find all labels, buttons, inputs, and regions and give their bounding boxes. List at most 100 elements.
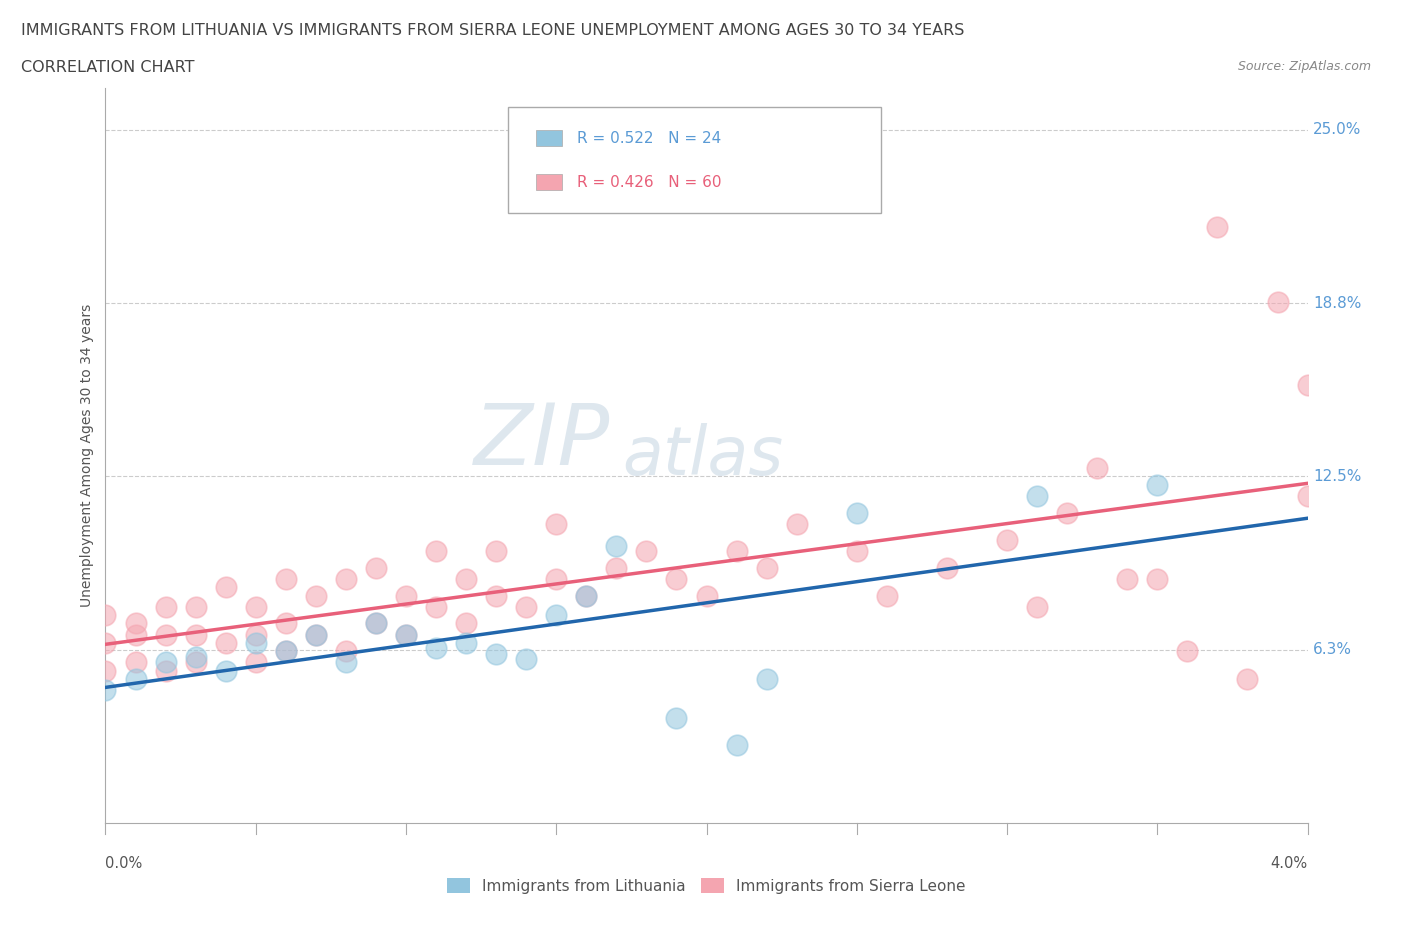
Point — [1175, 644, 1198, 658]
Point — [696, 589, 718, 604]
Point — [364, 616, 387, 631]
Point — [636, 544, 658, 559]
Point — [335, 572, 357, 587]
Text: 18.8%: 18.8% — [1313, 296, 1361, 311]
Point — [184, 599, 207, 614]
Point — [485, 544, 508, 559]
FancyBboxPatch shape — [508, 107, 880, 213]
Point — [575, 589, 598, 604]
Text: R = 0.426   N = 60: R = 0.426 N = 60 — [576, 175, 721, 190]
Y-axis label: Unemployment Among Ages 30 to 34 years: Unemployment Among Ages 30 to 34 years — [80, 304, 94, 607]
Point — [155, 627, 177, 642]
Point — [786, 516, 808, 531]
Point — [94, 635, 117, 650]
Point — [184, 655, 207, 670]
Point — [454, 635, 477, 650]
Point — [364, 561, 387, 576]
Point — [214, 580, 236, 595]
Point — [274, 644, 297, 658]
Point — [305, 627, 328, 642]
Bar — [536, 130, 562, 146]
Legend: Immigrants from Lithuania, Immigrants from Sierra Leone: Immigrants from Lithuania, Immigrants fr… — [441, 871, 972, 900]
Point — [755, 561, 778, 576]
Point — [936, 561, 959, 576]
Text: 6.3%: 6.3% — [1313, 643, 1353, 658]
Point — [1146, 477, 1168, 492]
Point — [665, 711, 688, 725]
Text: IMMIGRANTS FROM LITHUANIA VS IMMIGRANTS FROM SIERRA LEONE UNEMPLOYMENT AMONG AGE: IMMIGRANTS FROM LITHUANIA VS IMMIGRANTS … — [21, 23, 965, 38]
Point — [876, 589, 898, 604]
Point — [124, 655, 146, 670]
Point — [395, 627, 418, 642]
Point — [364, 616, 387, 631]
Point — [1056, 505, 1078, 520]
Point — [515, 599, 537, 614]
Point — [274, 616, 297, 631]
Point — [605, 538, 627, 553]
Point — [1026, 488, 1049, 503]
Point — [1236, 671, 1258, 686]
Point — [725, 738, 748, 753]
Point — [1146, 572, 1168, 587]
Point — [1116, 572, 1139, 587]
Point — [1296, 378, 1319, 392]
Point — [546, 572, 568, 587]
Point — [605, 561, 627, 576]
Point — [425, 544, 447, 559]
Point — [1085, 460, 1108, 475]
Point — [124, 627, 146, 642]
Point — [425, 641, 447, 656]
Point — [155, 655, 177, 670]
Point — [485, 646, 508, 661]
Text: 25.0%: 25.0% — [1313, 123, 1361, 138]
Point — [94, 607, 117, 622]
Text: ZIP: ZIP — [474, 400, 610, 483]
Point — [1267, 295, 1289, 310]
Text: 4.0%: 4.0% — [1271, 856, 1308, 870]
Point — [124, 671, 146, 686]
Point — [485, 589, 508, 604]
Point — [245, 655, 267, 670]
Point — [575, 589, 598, 604]
Point — [184, 627, 207, 642]
Point — [94, 663, 117, 678]
Text: 0.0%: 0.0% — [105, 856, 142, 870]
Point — [425, 599, 447, 614]
Point — [335, 644, 357, 658]
Text: R = 0.522   N = 24: R = 0.522 N = 24 — [576, 131, 721, 146]
Point — [1206, 219, 1229, 234]
Text: Source: ZipAtlas.com: Source: ZipAtlas.com — [1237, 60, 1371, 73]
Point — [305, 627, 328, 642]
Point — [995, 533, 1018, 548]
Point — [274, 572, 297, 587]
Point — [725, 544, 748, 559]
Point — [155, 599, 177, 614]
Point — [305, 589, 328, 604]
Point — [274, 644, 297, 658]
Point — [94, 683, 117, 698]
Point — [245, 627, 267, 642]
Point — [335, 655, 357, 670]
Point — [454, 616, 477, 631]
Point — [454, 572, 477, 587]
Point — [124, 616, 146, 631]
Point — [214, 663, 236, 678]
Point — [755, 671, 778, 686]
Text: 12.5%: 12.5% — [1313, 469, 1361, 484]
Point — [214, 635, 236, 650]
Point — [395, 589, 418, 604]
Point — [845, 505, 868, 520]
Point — [245, 635, 267, 650]
Text: atlas: atlas — [623, 423, 783, 488]
Point — [395, 627, 418, 642]
Point — [1026, 599, 1049, 614]
Point — [1296, 488, 1319, 503]
Point — [155, 663, 177, 678]
Point — [845, 544, 868, 559]
Bar — [536, 174, 562, 191]
Point — [515, 652, 537, 667]
Point — [546, 607, 568, 622]
Text: CORRELATION CHART: CORRELATION CHART — [21, 60, 194, 75]
Point — [184, 649, 207, 664]
Point — [665, 572, 688, 587]
